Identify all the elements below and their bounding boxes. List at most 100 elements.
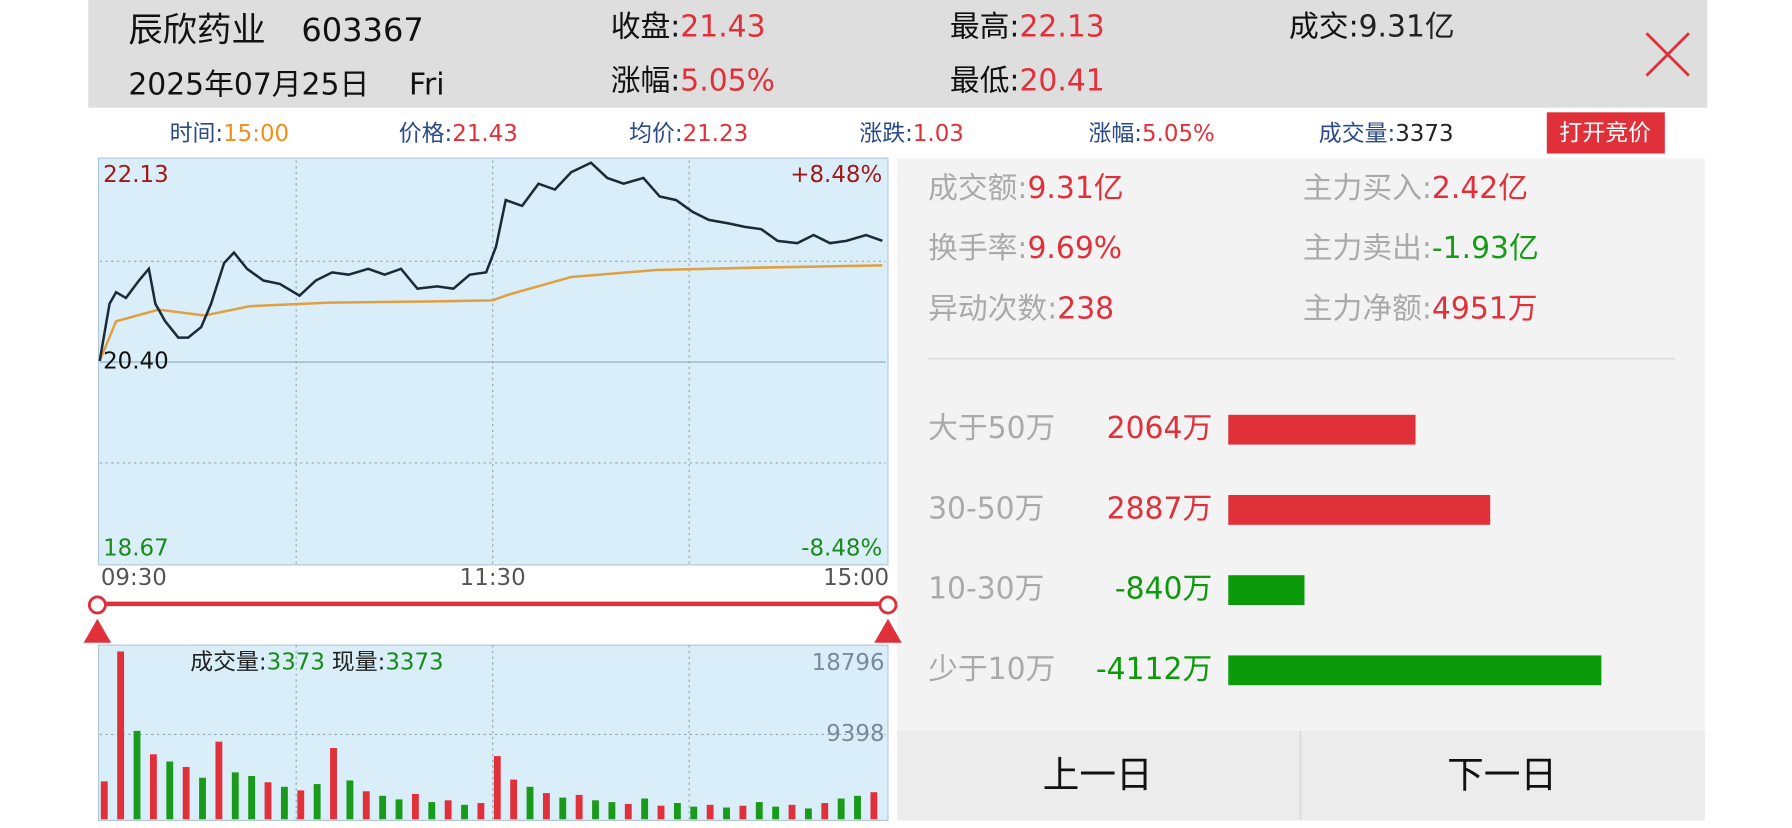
volume-bar [346,780,354,820]
volume-label: 成交量:3373 现量:3373 [190,649,443,675]
info-field-label: 时间: [170,121,224,147]
volume-bar [526,786,534,820]
prev-day-button[interactable]: 上一日 [1043,753,1153,796]
volume-bar [739,805,747,820]
stat-label: 主力净额: [1303,291,1432,326]
volume-bar [592,800,599,820]
flow-value: 2064万 [1107,411,1213,446]
volume-bar [444,800,452,820]
flow-category: 30-50万 [928,491,1044,526]
x-tick-label: 15:00 [823,565,889,591]
volume-bar [673,803,681,820]
volume-bar [788,804,796,820]
flow-category: 10-30万 [928,572,1044,607]
volume-bar [362,791,370,820]
header-field: 涨幅:5.05% [611,63,775,98]
volume-bar [117,651,125,820]
info-field: 涨幅:5.05% [1088,121,1214,147]
volume-bar [379,795,387,820]
volume-bar [215,741,223,820]
stat: 主力买入:2.42亿 [1303,171,1528,206]
info-field-value: 21.23 [683,121,749,147]
volume-bar [657,805,665,820]
stat-value: 2.42亿 [1432,171,1528,206]
header-bg [88,0,1708,108]
flow-category: 少于10万 [928,652,1055,687]
flow-category: 大于50万 [928,411,1055,446]
header-field-value: 20.41 [1019,63,1104,98]
info-field-label: 涨幅: [1088,121,1142,147]
info-field-label: 均价: [629,121,683,147]
volume-bar [297,790,305,820]
flow-value: -4112万 [1096,652,1212,687]
stock-name: 辰欣药业 [128,11,265,51]
header-field-value: 5.05% [680,63,775,98]
flow-value: -840万 [1115,572,1212,607]
auction-button-label[interactable]: 打开竞价 [1559,121,1651,147]
volume-bar [870,792,878,820]
volume-value: 3373 [267,649,325,675]
info-field: 均价:21.23 [629,121,748,147]
volume-bar [493,756,501,820]
volume-bar [624,803,632,820]
volume-bar [149,754,157,820]
volume-bar [313,784,321,820]
volume-bar [411,794,419,820]
stat-value: 9.69% [1027,231,1122,266]
volume-bar [837,798,845,820]
auction-button[interactable] [1546,112,1665,154]
header-field-value: 21.43 [680,9,765,44]
stat: 成交额:9.31亿 [928,171,1123,206]
y2-tick-label: +8.48% [790,162,882,188]
stock-code: 603367 [301,11,423,49]
stat-label: 成交额: [928,171,1027,206]
info-field: 成交量:3373 [1319,121,1454,147]
header-field-label: 成交: [1289,9,1359,44]
header-field: 成交:9.31亿 [1289,9,1455,44]
volume-bar [559,797,567,820]
y-tick-label: 9398 [826,721,884,747]
info-field: 时间:15:00 [170,121,290,147]
info-field-label: 涨跌: [859,121,913,147]
volume-bar [231,772,239,820]
close-button[interactable] [1645,32,1690,77]
date: 2025年07月25日 [128,67,369,102]
volume-bar [133,730,141,820]
volume-bar [166,761,174,820]
info-field-value: 21.43 [452,121,518,147]
stat-value: 9.31亿 [1027,171,1123,206]
volume-bar [542,793,550,820]
stat-value: -1.93亿 [1432,231,1539,266]
header-field-label: 涨幅: [611,63,681,98]
price-line [98,161,883,362]
volume-bar [428,802,436,820]
y-tick-label: 18796 [812,650,885,676]
x-tick-label: 11:30 [460,565,526,591]
flow-bar [1228,575,1305,606]
volume-bar [100,781,108,820]
flow-value: 2887万 [1107,491,1213,526]
volume-bar [477,803,485,820]
stat-label: 主力买入: [1303,171,1432,206]
volume-bar [264,782,272,820]
volume-bar [854,795,861,820]
flow-bar [1228,414,1416,445]
volume-bar [641,798,649,820]
volume-bar [330,747,337,820]
info-field: 价格:21.43 [399,121,518,147]
stat: 主力卖出:-1.93亿 [1303,231,1539,266]
header-field-label: 最高: [950,9,1020,44]
stat: 异动次数:238 [928,291,1114,326]
range-slider[interactable] [83,595,902,643]
next-day-button[interactable]: 下一日 [1447,753,1557,796]
volume-bar [804,808,812,820]
volume-bar [510,779,518,820]
volume-bar [199,777,206,820]
info-field: 涨跌:1.03 [859,121,964,147]
right-panel [897,158,1705,821]
stat-label: 异动次数: [928,291,1057,326]
stat-label: 换手率: [928,231,1027,266]
volume-bar [772,806,780,820]
volume-bar [690,806,698,820]
